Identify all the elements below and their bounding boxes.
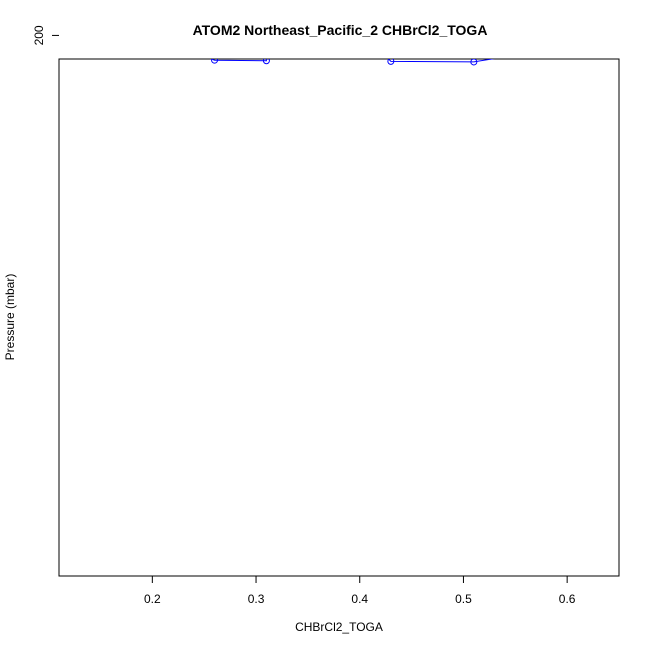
data-point: [387, 59, 395, 65]
data-point: [201, 45, 207, 51]
data-point: [377, 50, 383, 56]
series-line: [210, 59, 496, 63]
data-point: [77, 3, 83, 9]
y-axis: 2004006008001000: [32, 25, 59, 45]
data-point: [377, 47, 383, 53]
plot-frame: [58, 58, 620, 577]
y-axis-label: Pressure (mbar): [3, 274, 17, 361]
x-axis-label: CHBrCl2_TOGA: [295, 620, 383, 634]
chart-title: ATOM2 Northeast_Pacific_2 CHBrCl2_TOGA: [193, 22, 488, 38]
series-layer: [77, 0, 601, 66]
data-point: [346, 45, 352, 51]
x-tick-label: 0.4: [351, 592, 368, 606]
x-tick-label: 0.2: [144, 592, 161, 606]
data-point: [262, 59, 270, 65]
data-point: [367, 0, 373, 3]
data-point: [595, 39, 601, 45]
x-axis: 0.2 0.3 0.4 0.5 0.6: [144, 576, 576, 606]
data-point: [470, 59, 478, 66]
x-tick-label: 0.3: [248, 592, 265, 606]
data-point: [357, 50, 363, 56]
data-point: [211, 59, 219, 64]
x-tick-label: 0.6: [559, 592, 576, 606]
x-tick-label: 0.5: [455, 592, 472, 606]
y-tick-label: 200: [32, 25, 46, 45]
